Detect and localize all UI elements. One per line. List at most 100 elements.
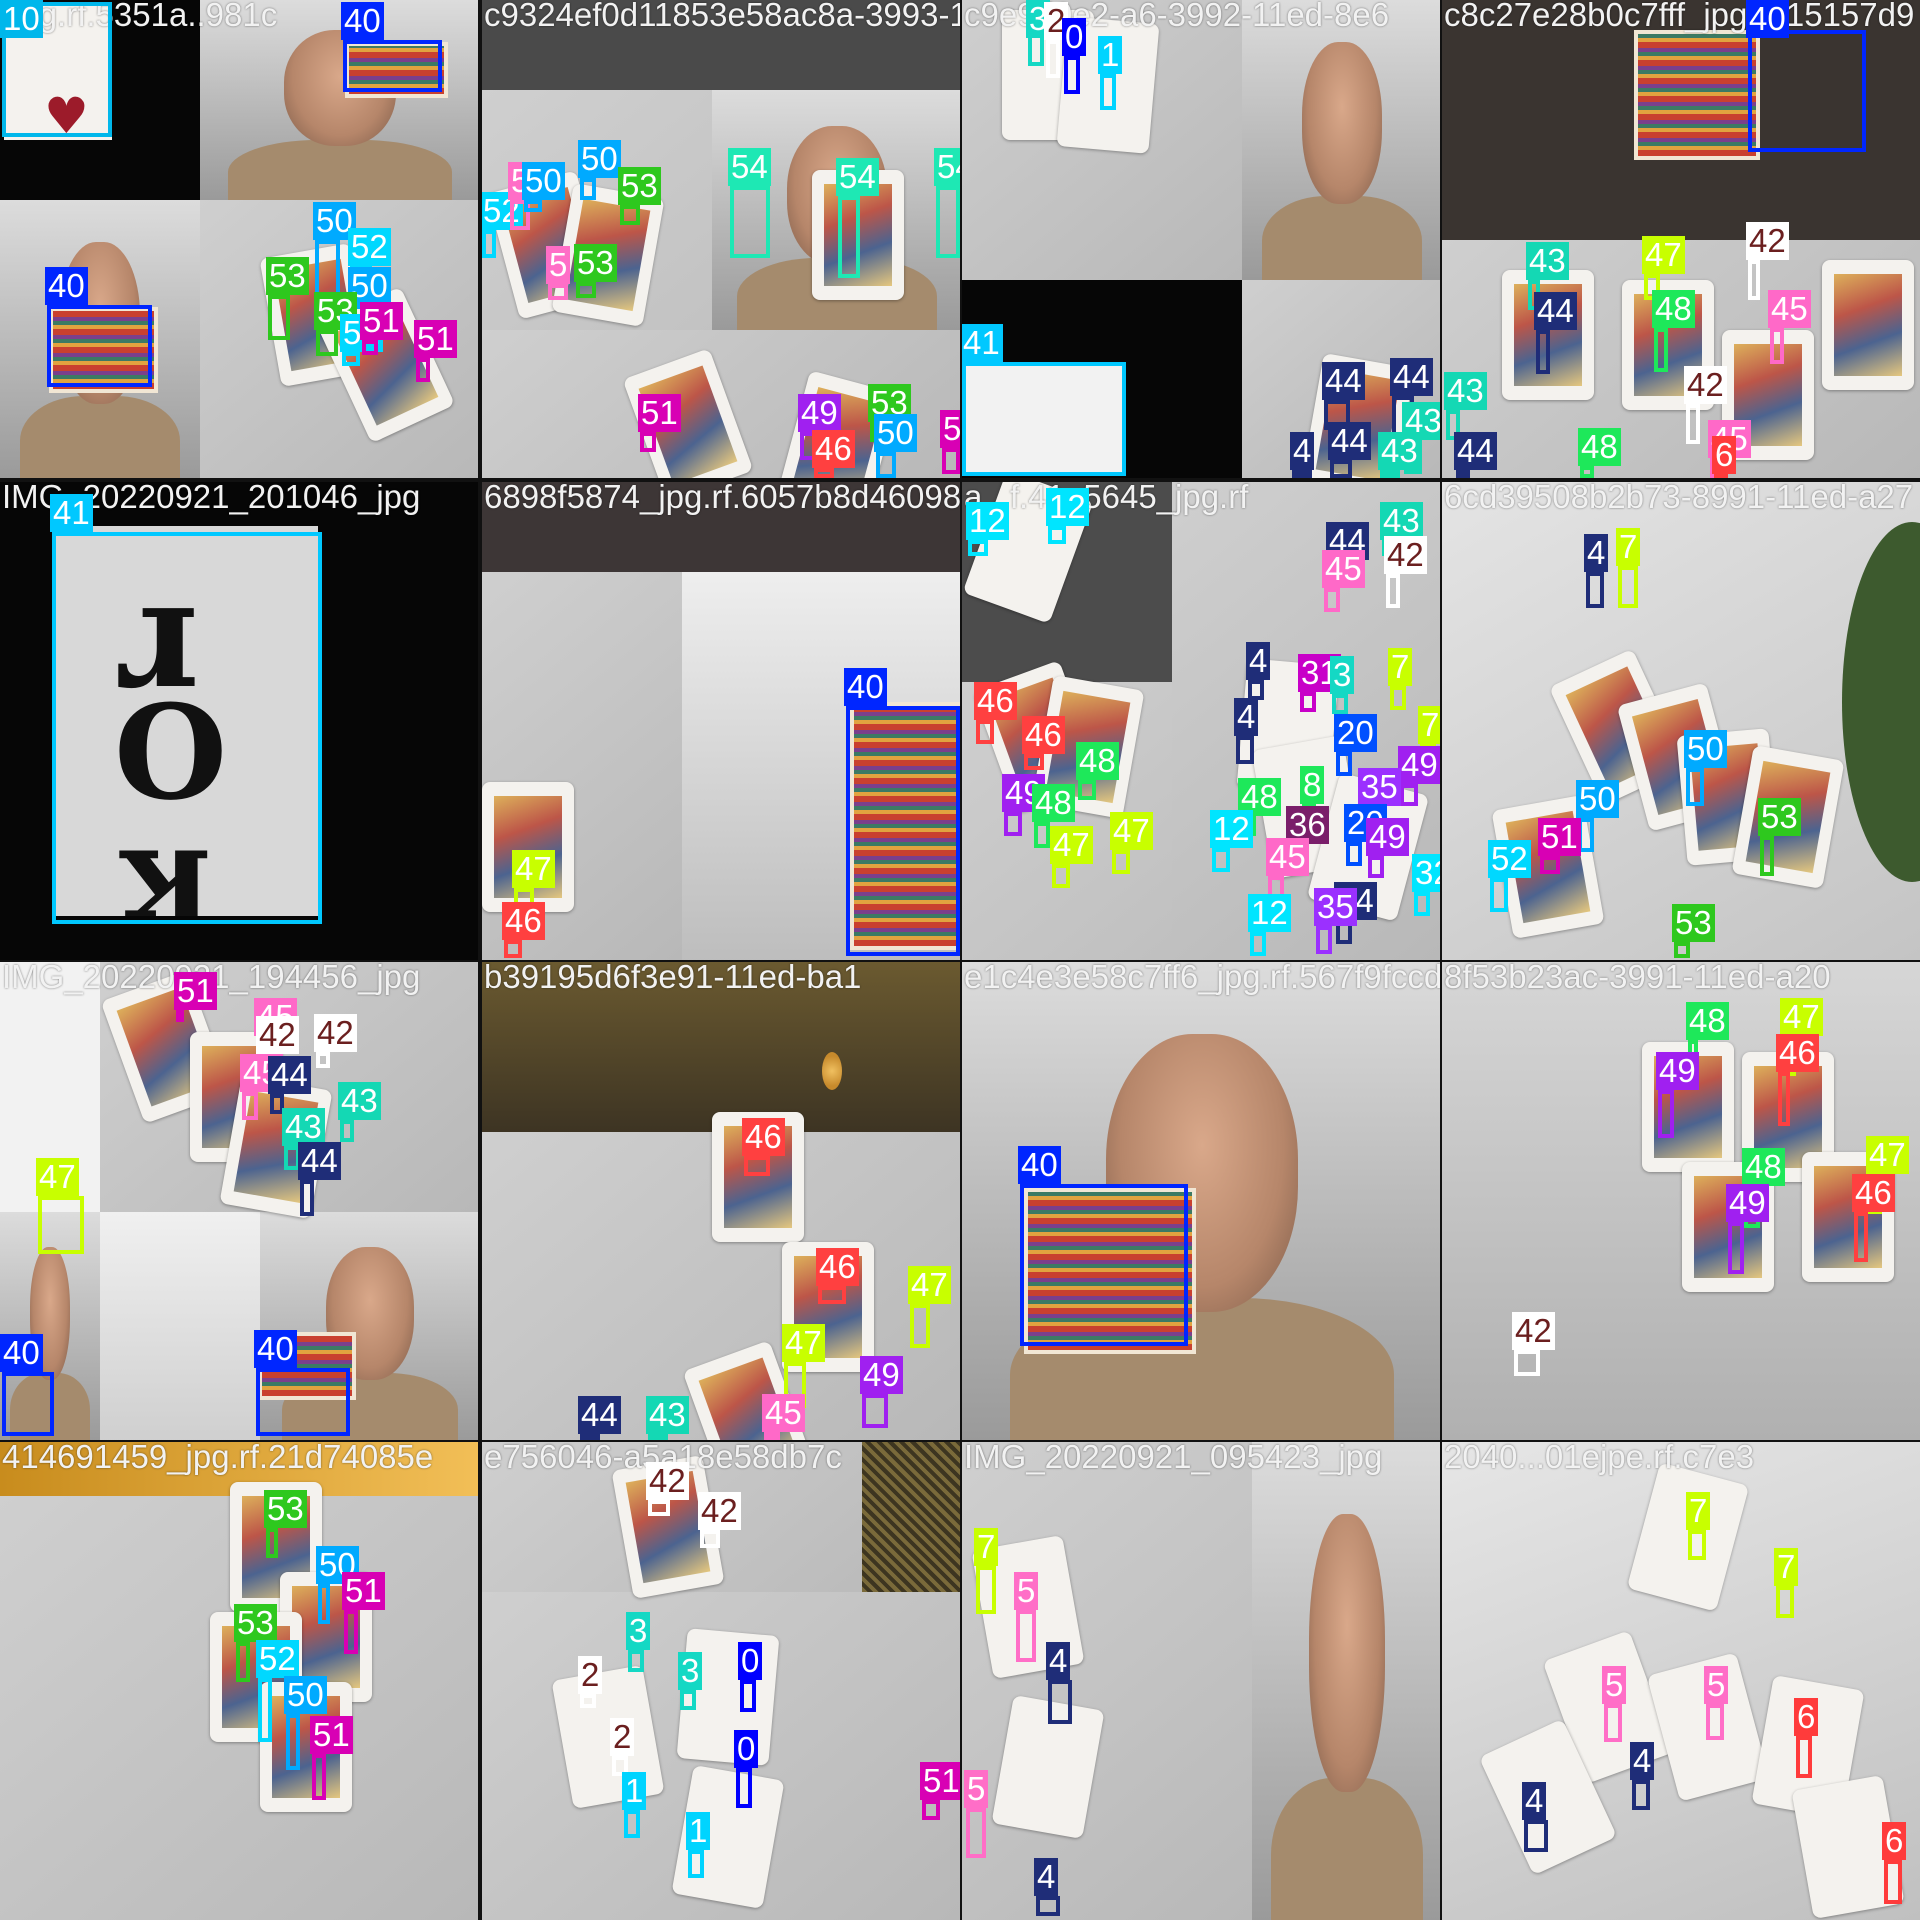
- mosaic-tile: IMG_20220921_194456_jpg51454242454443434…: [0, 962, 478, 1440]
- detection-label: 0: [734, 1730, 759, 1768]
- detection-label: 53: [234, 1604, 277, 1642]
- detection-label: 51: [360, 302, 403, 340]
- detection-label: 47: [782, 1324, 825, 1362]
- detection-label: 5: [1602, 1666, 1627, 1704]
- detection-box: [1686, 768, 1704, 806]
- detection-label: 40: [1746, 0, 1789, 38]
- detection-label: 2: [1044, 2, 1069, 40]
- detection-box: [814, 468, 834, 478]
- detection-label: 35: [1314, 888, 1357, 926]
- detection-label: 48: [1652, 290, 1695, 328]
- detection-label: 32: [1412, 854, 1440, 892]
- detection-label: 5: [546, 246, 571, 284]
- detection-box: [1776, 1586, 1794, 1618]
- detection-label: 12: [966, 502, 1009, 540]
- detection-box: [740, 1680, 756, 1712]
- detection-box: [1524, 1820, 1548, 1852]
- detection-box: [628, 1650, 644, 1672]
- detection-label: 42: [1512, 1312, 1555, 1350]
- detection-label: 35: [1358, 768, 1401, 806]
- card-back: [850, 702, 960, 950]
- detection-label: 7: [1774, 1548, 1799, 1586]
- detection-box: [640, 432, 656, 452]
- detection-label: 12: [1210, 810, 1253, 848]
- detection-box: [268, 295, 290, 340]
- mosaic-tile: 2040...01ejpe.rf.c7e3 7 7 5 5 6 4 4 6: [1442, 1442, 1920, 1920]
- card-back: [862, 1442, 960, 1592]
- detection-label: 6: [1794, 1698, 1819, 1736]
- detection-box: [580, 1694, 596, 1708]
- detection-label: 20: [1334, 714, 1377, 752]
- tile-filename: 8f53b23ac-3991-11ed-a20: [1444, 962, 1831, 995]
- detection-label: 51: [174, 972, 217, 1010]
- detection-box: [1046, 40, 1060, 78]
- detection-box: [736, 1768, 752, 1808]
- detection-box: [1770, 328, 1784, 364]
- detection-box: [344, 1610, 358, 1654]
- detection-label: 51: [310, 1716, 353, 1754]
- table-surface: [482, 482, 960, 572]
- detection-box: [315, 240, 340, 300]
- detection-label: 46: [974, 682, 1017, 720]
- detection-box: [744, 1156, 770, 1176]
- detection-box: [258, 1678, 272, 1742]
- detection-box: [316, 330, 338, 356]
- mosaic-tile: e1c4e3e58c7ff6_jpg.rf.567f9fccd 40: [962, 962, 1440, 1440]
- detection-label: 53: [1758, 798, 1801, 836]
- detection-label: 45: [1322, 550, 1365, 588]
- detection-label: 5: [964, 1770, 989, 1808]
- detection-box: [1324, 588, 1340, 612]
- tile-filename: c8c27e28b0c7fff_jpg.rf.15157d9: [1444, 0, 1915, 33]
- detection-label: 51: [940, 410, 960, 448]
- detection-box: [1250, 932, 1266, 956]
- detection-box: [1078, 780, 1096, 800]
- detection-label: 43: [282, 1108, 325, 1146]
- detection-box: [1400, 784, 1418, 806]
- detection-label: 48: [1238, 778, 1281, 816]
- card-back: [49, 307, 158, 393]
- detection-box: [966, 1808, 986, 1858]
- detection-label: 44: [578, 1396, 621, 1434]
- detection-label: 47: [36, 1158, 79, 1196]
- detection-box: [242, 1092, 258, 1120]
- detection-box: [1706, 1704, 1724, 1740]
- detection-box: [1796, 1736, 1812, 1778]
- detection-label: 46: [812, 430, 855, 468]
- detection-box: [846, 706, 960, 956]
- detection-box: [1658, 1090, 1674, 1138]
- mosaic-tile: b39195d6f3e91-11ed-ba1 46 46 47 47 49 44 43 45: [482, 962, 960, 1440]
- shirt: [1271, 1778, 1423, 1920]
- detection-box: [236, 1642, 250, 1682]
- detection-box: [1016, 1610, 1036, 1662]
- detection-box: [876, 452, 896, 478]
- detection-box: [1020, 1184, 1188, 1346]
- detection-box: [52, 532, 322, 924]
- detection-label: 53: [574, 244, 617, 282]
- detection-box: [286, 1714, 300, 1770]
- detection-label: 12: [1046, 488, 1089, 526]
- detection-label: 44: [1322, 362, 1365, 400]
- detection-box: [922, 1800, 940, 1820]
- detection-box: [1336, 752, 1352, 776]
- detection-box: [1048, 526, 1066, 544]
- detection-box: [510, 200, 530, 230]
- detection-box: [1586, 572, 1604, 608]
- detection-box: [1004, 812, 1022, 836]
- detection-label: 47: [1780, 998, 1823, 1036]
- detection-label: 51: [414, 320, 457, 358]
- detection-box: [1728, 1222, 1744, 1274]
- detection-box: [176, 1010, 184, 1022]
- detection-label: 54: [934, 148, 960, 186]
- detection-label: 40: [844, 668, 887, 706]
- detection-label: 54: [728, 148, 771, 186]
- detection-box: [1854, 1212, 1868, 1262]
- detection-label: 4: [1246, 642, 1271, 680]
- detection-label: 47: [1642, 236, 1685, 274]
- detection-box: [580, 1434, 600, 1440]
- detection-label: 47: [908, 1266, 951, 1304]
- detection-box: [1368, 856, 1384, 878]
- detection-box: [312, 1754, 326, 1800]
- detection-label: 1: [686, 1812, 711, 1850]
